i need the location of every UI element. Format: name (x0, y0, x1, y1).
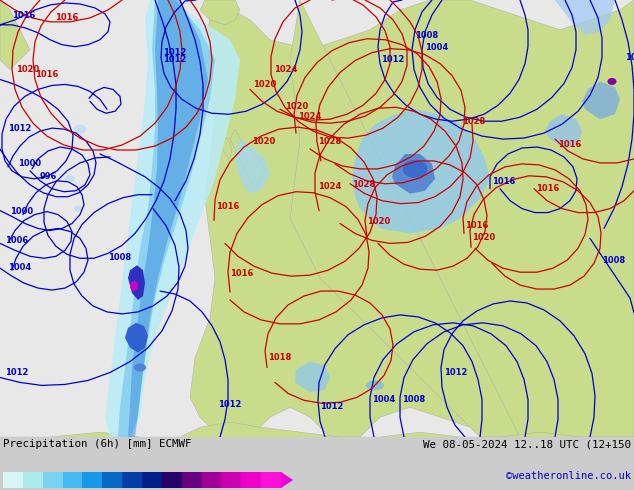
Text: ©weatheronline.co.uk: ©weatheronline.co.uk (506, 471, 631, 481)
Ellipse shape (366, 380, 384, 391)
Polygon shape (352, 109, 490, 233)
Text: 1028: 1028 (318, 137, 341, 146)
Text: 1020: 1020 (16, 65, 39, 74)
Text: 996: 996 (40, 172, 57, 181)
Text: 1020: 1020 (367, 217, 391, 225)
Text: 1008: 1008 (108, 253, 131, 262)
Text: 1012: 1012 (320, 402, 344, 411)
Ellipse shape (134, 364, 146, 371)
Polygon shape (392, 154, 435, 194)
Bar (242, 472, 262, 488)
Polygon shape (190, 0, 634, 437)
Text: 1008: 1008 (402, 395, 425, 404)
Ellipse shape (130, 281, 138, 291)
Text: 1012: 1012 (381, 54, 404, 64)
Text: 1016: 1016 (465, 221, 488, 230)
Text: 1020: 1020 (252, 137, 275, 146)
Text: 1020: 1020 (253, 80, 276, 89)
Ellipse shape (74, 206, 82, 212)
Polygon shape (125, 323, 148, 353)
Polygon shape (281, 472, 293, 488)
Polygon shape (118, 0, 215, 437)
Polygon shape (545, 114, 582, 149)
Text: 1008: 1008 (415, 31, 438, 40)
Text: 1000: 1000 (18, 159, 41, 168)
Text: 1028: 1028 (462, 117, 485, 126)
Text: 1018: 1018 (268, 353, 291, 362)
Bar (182, 472, 202, 488)
Text: 1004: 1004 (372, 395, 395, 404)
Ellipse shape (71, 146, 79, 152)
Bar (63, 472, 83, 488)
Text: 1016: 1016 (558, 140, 581, 149)
Bar (261, 472, 281, 488)
Polygon shape (0, 422, 634, 447)
Polygon shape (230, 129, 265, 189)
Text: 1008: 1008 (602, 256, 625, 265)
Polygon shape (295, 362, 330, 392)
Ellipse shape (65, 175, 75, 183)
Text: 1016: 1016 (35, 71, 58, 79)
Polygon shape (220, 137, 232, 159)
Text: 1028: 1028 (352, 180, 375, 189)
Ellipse shape (403, 160, 427, 178)
Polygon shape (200, 0, 240, 25)
Text: 1016: 1016 (230, 269, 254, 278)
Text: 1012: 1012 (8, 124, 31, 133)
Text: 1012: 1012 (163, 48, 186, 57)
Bar (42, 472, 63, 488)
Text: 1024: 1024 (274, 65, 297, 74)
Polygon shape (0, 0, 30, 70)
Ellipse shape (607, 78, 616, 85)
Text: 1006: 1006 (5, 236, 29, 245)
Text: 1020: 1020 (285, 102, 308, 111)
Polygon shape (582, 81, 620, 119)
Bar (3, 472, 23, 488)
Polygon shape (235, 139, 270, 194)
Text: We 08-05-2024 12..18 UTC (12+150: We 08-05-2024 12..18 UTC (12+150 (423, 439, 631, 449)
Text: 1000: 1000 (10, 207, 33, 216)
Text: 1016: 1016 (536, 184, 559, 193)
Bar (82, 472, 103, 488)
Bar (202, 472, 222, 488)
Text: 1016: 1016 (216, 201, 240, 211)
Text: 1012: 1012 (163, 54, 186, 64)
Bar (142, 472, 162, 488)
Text: 1020: 1020 (472, 233, 495, 243)
Polygon shape (105, 0, 240, 437)
Text: 1012: 1012 (218, 400, 242, 409)
Text: 1024: 1024 (318, 182, 341, 191)
Text: 1016: 1016 (12, 11, 36, 20)
Bar (102, 472, 122, 488)
Polygon shape (555, 0, 615, 35)
Bar (162, 472, 182, 488)
Text: 1024: 1024 (298, 112, 321, 121)
Polygon shape (290, 0, 520, 437)
Text: Precipitation (6h) [mm] ECMWF: Precipitation (6h) [mm] ECMWF (3, 439, 191, 449)
Text: 1012: 1012 (444, 368, 467, 377)
Text: 1012: 1012 (488, 0, 512, 2)
Bar (23, 472, 43, 488)
Text: 1004: 1004 (8, 263, 31, 272)
Text: 1012: 1012 (5, 368, 29, 377)
Bar (122, 472, 143, 488)
Bar (221, 472, 242, 488)
Text: 1004: 1004 (425, 43, 448, 51)
Ellipse shape (74, 124, 86, 134)
Polygon shape (128, 0, 208, 437)
Text: 1016: 1016 (55, 13, 79, 22)
Polygon shape (128, 265, 145, 300)
Text: 1012: 1012 (625, 52, 634, 62)
Text: 1016: 1016 (492, 177, 515, 186)
